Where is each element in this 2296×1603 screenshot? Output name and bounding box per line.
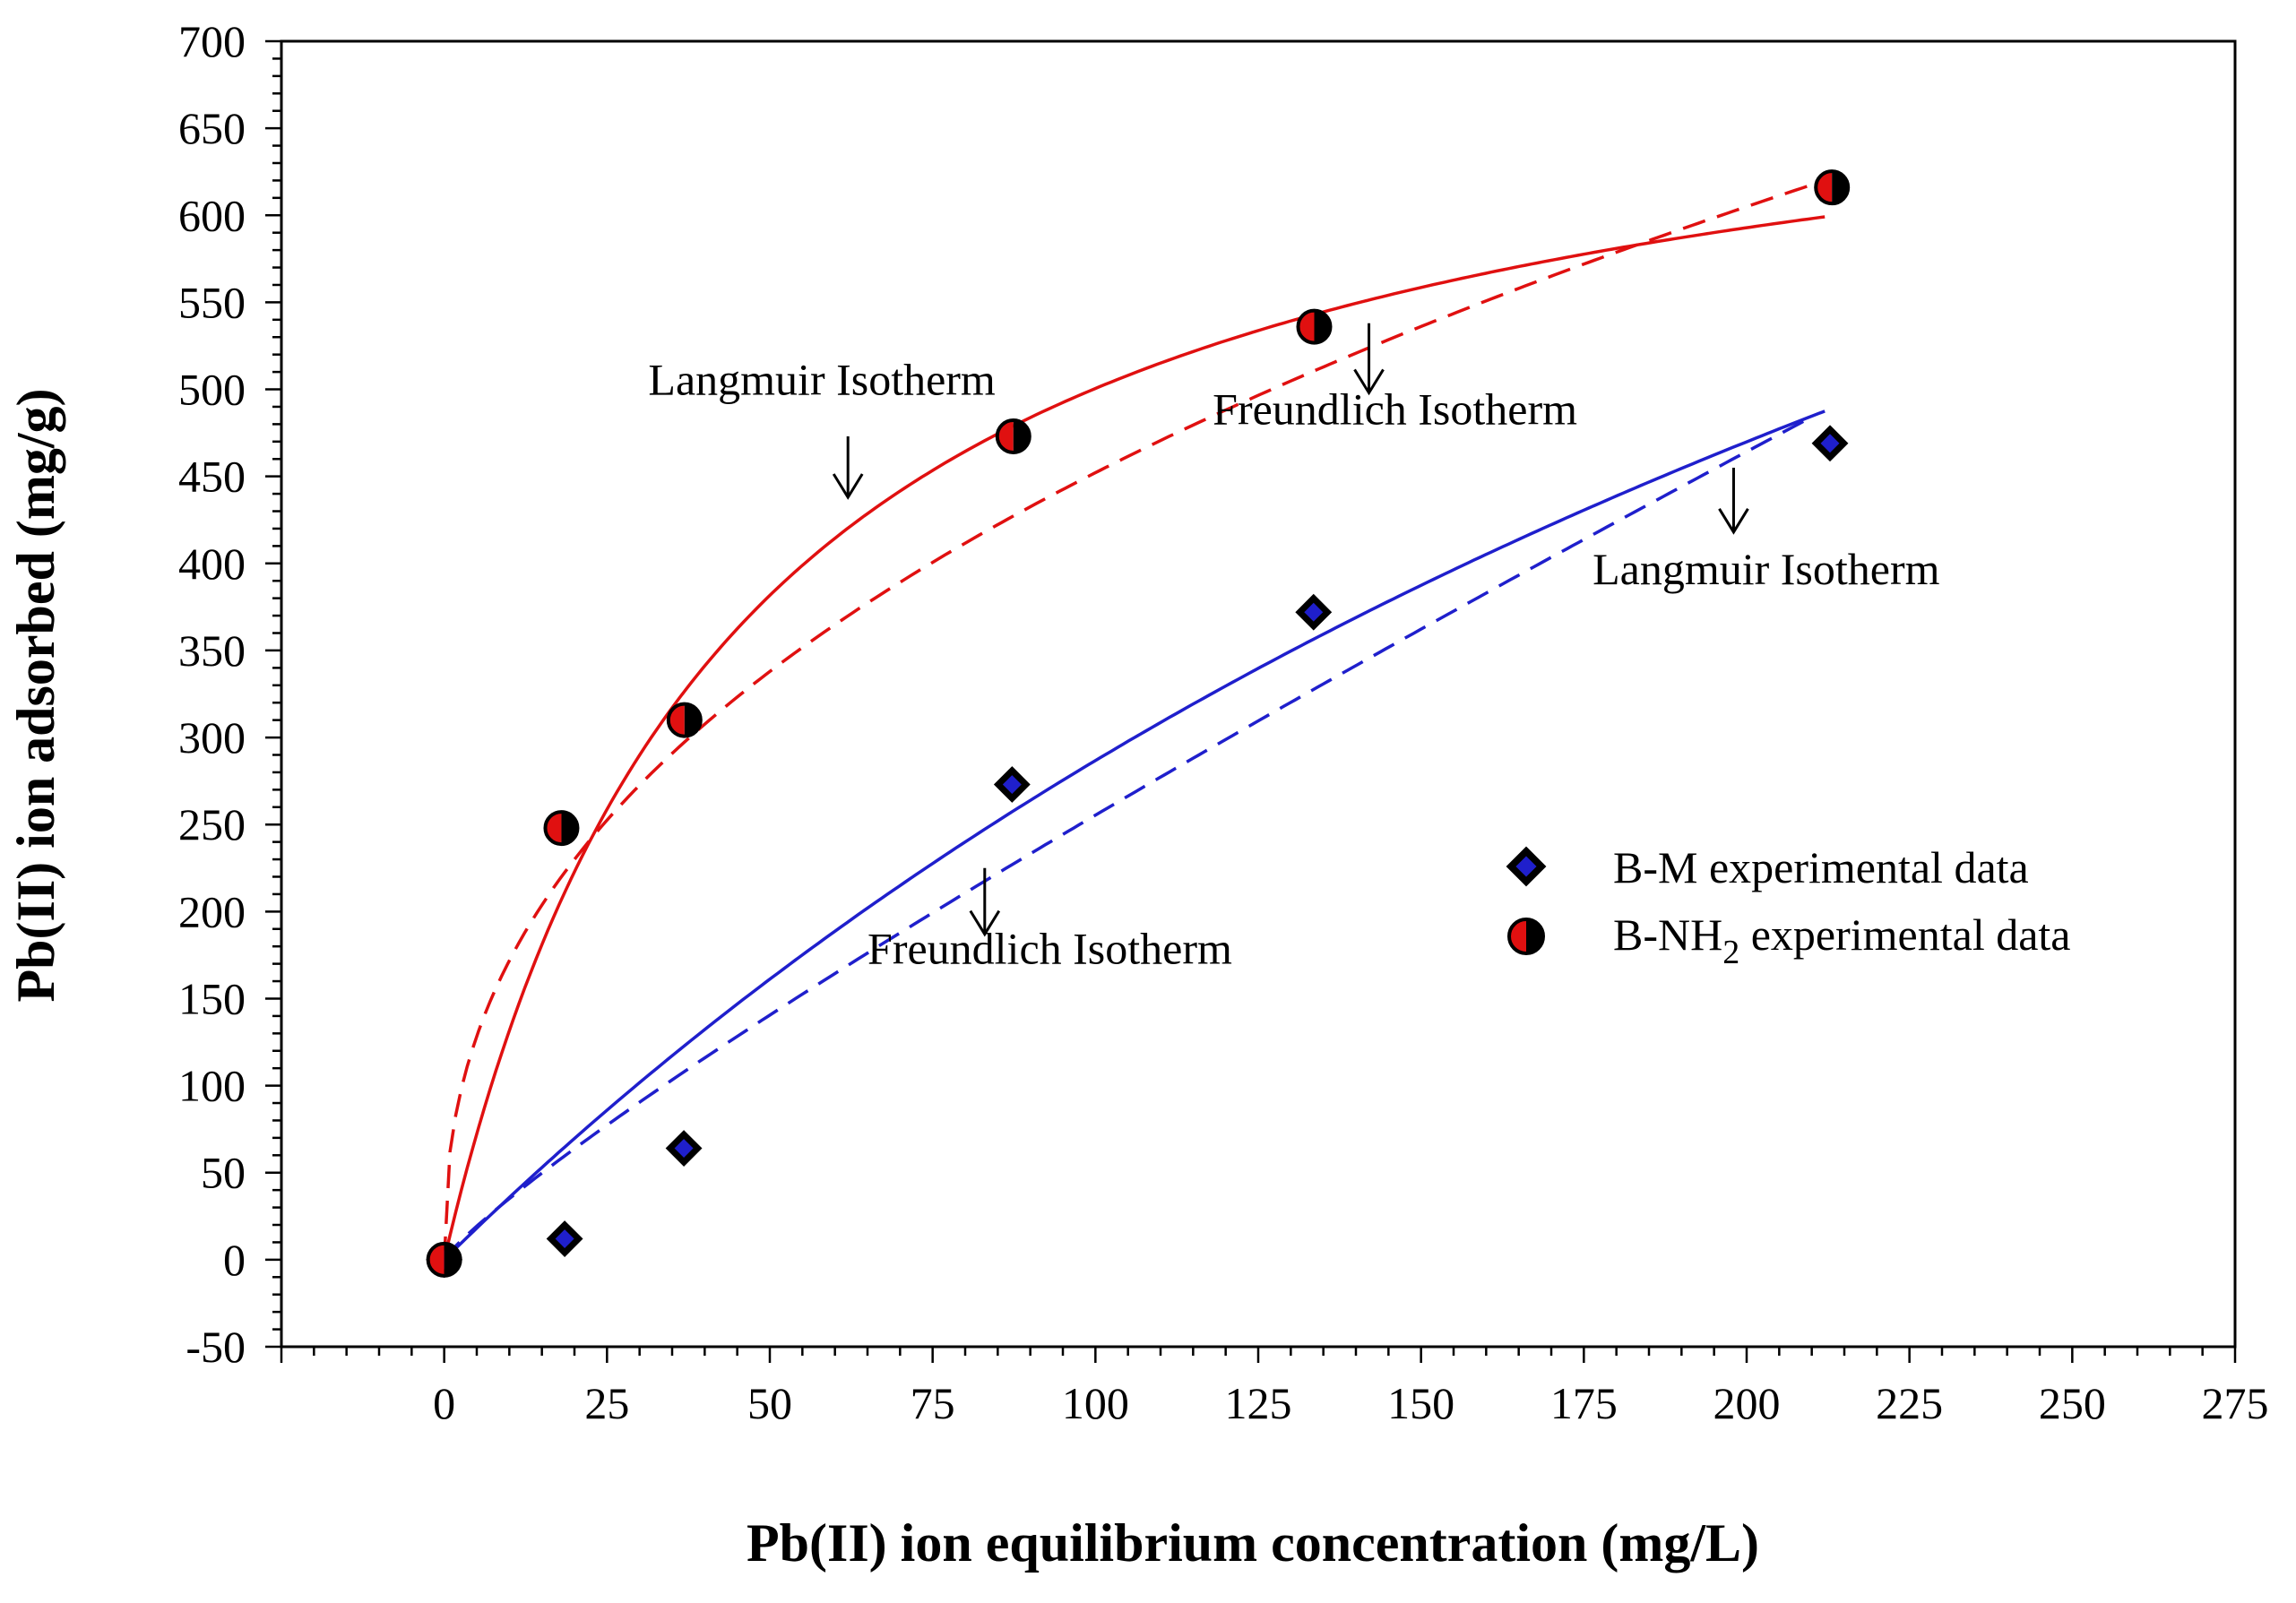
y-tick-label: 700 (178, 16, 246, 66)
x-tick-label: 125 (1225, 1378, 1292, 1428)
data-point-bm (546, 1220, 583, 1257)
annotation-arrow-head (969, 909, 1001, 937)
y-tick-label: 450 (178, 452, 246, 502)
y-tick-label: 100 (178, 1061, 246, 1111)
data-point-bnh2 (426, 1241, 462, 1278)
annotation-arrow-head (1353, 368, 1385, 396)
legend-label-bm: B-M experimental data (1613, 842, 2029, 892)
legend-marker-bm (1506, 846, 1547, 887)
y-axis: -50 0 50 100 150 200 250 300 350 400 450 500 550 600 6… (178, 16, 281, 1372)
x-tick-label: 100 (1062, 1378, 1129, 1428)
legend-label-bnh2-rest: experimental data (1739, 909, 2070, 960)
annotation-label: Langmuir Isotherm (648, 354, 996, 404)
x-tick-label: 200 (1713, 1378, 1781, 1428)
y-tick-label: 350 (178, 625, 246, 676)
diamond-fill (555, 1229, 574, 1249)
y-tick-label: 150 (178, 973, 246, 1023)
x-axis: 0 25 50 75 100 125 150 175 200 225 250 275 (280, 1347, 2269, 1428)
data-points (426, 169, 1851, 1279)
annotation-arrow-head (1718, 508, 1749, 535)
fit-curve-1 (442, 178, 1826, 1260)
annotation-label: Freundlich Isotherm (1213, 384, 1577, 434)
y-tick-label: 400 (178, 539, 246, 589)
fit-curve-2 (443, 409, 1826, 1262)
legend-circle-marker (1507, 918, 1545, 955)
annotation-label: Freundlich Isotherm (867, 924, 1232, 974)
legend-marker-bnh2 (1507, 918, 1545, 955)
annotation-label: Langmuir Isotherm (1593, 544, 1940, 594)
data-point-bnh2 (995, 418, 1031, 454)
diamond-fill (1820, 434, 1840, 453)
circle-outline (666, 702, 703, 738)
legend: B-M experimental data B-NH2 experimental… (1506, 842, 2070, 971)
data-point-bm (993, 766, 1031, 803)
circle-outline (543, 810, 580, 847)
y-tick-label: 0 (223, 1235, 246, 1285)
data-point-bnh2 (666, 702, 703, 738)
y-tick-label: 500 (178, 365, 246, 415)
y-tick-label: 200 (178, 886, 246, 936)
data-point-bm (1811, 425, 1849, 462)
circle-outline (1814, 169, 1851, 206)
x-axis-title: Pb(II) ion equilibrium concentration (mg… (747, 1513, 1759, 1573)
data-point-bnh2 (543, 810, 580, 847)
x-tick-label: 150 (1387, 1378, 1454, 1428)
legend-diamond-marker (1506, 846, 1547, 887)
x-tick-label: 50 (747, 1378, 792, 1428)
y-tick-label: 650 (178, 103, 246, 153)
fit-curve-0 (442, 215, 1826, 1261)
y-tick-label: 50 (201, 1148, 246, 1198)
y-tick-label: 300 (178, 712, 246, 763)
x-tick-label: 175 (1550, 1378, 1618, 1428)
circle-outline (995, 418, 1031, 454)
legend-label-bnh2-base: B-NH (1613, 909, 1722, 960)
y-tick-label: -50 (186, 1322, 246, 1372)
y-axis-title: Pb(II) ion adsorbed (mg/g) (6, 388, 65, 1002)
x-tick-label: 0 (433, 1378, 455, 1428)
data-point-bnh2 (1814, 169, 1851, 206)
data-point-bm (1295, 593, 1333, 631)
y-tick-label: 600 (178, 190, 246, 240)
y-tick-label: 550 (178, 277, 246, 327)
diamond-fill (674, 1139, 694, 1158)
data-point-bm (665, 1130, 703, 1167)
diamond-fill (1515, 856, 1537, 877)
circle-outline (426, 1241, 462, 1278)
y-tick-label: 250 (178, 799, 246, 849)
legend-label-bnh2-subscript: 2 (1722, 934, 1739, 971)
x-tick-label: 250 (2039, 1378, 2106, 1428)
annotation-arrow-head (832, 473, 864, 500)
x-tick-label: 75 (911, 1378, 955, 1428)
annotations: Langmuir Isotherm Freundlich Isotherm Lang… (648, 323, 1940, 974)
x-tick-label: 275 (2202, 1378, 2269, 1428)
plot-frame (280, 39, 2237, 1349)
x-tick-label: 225 (1876, 1378, 1943, 1428)
diamond-fill (1002, 775, 1022, 794)
circle-outline (1296, 308, 1333, 345)
diamond-fill (1304, 602, 1324, 622)
fit-curve-3 (443, 418, 1807, 1261)
plot-border (280, 39, 2237, 1349)
x-tick-label: 25 (584, 1378, 629, 1428)
fit-curves (442, 178, 1826, 1262)
data-point-bnh2 (1296, 308, 1333, 345)
circle-outline (1507, 918, 1545, 955)
legend-label-bnh2: B-NH2 experimental data (1613, 909, 2070, 971)
